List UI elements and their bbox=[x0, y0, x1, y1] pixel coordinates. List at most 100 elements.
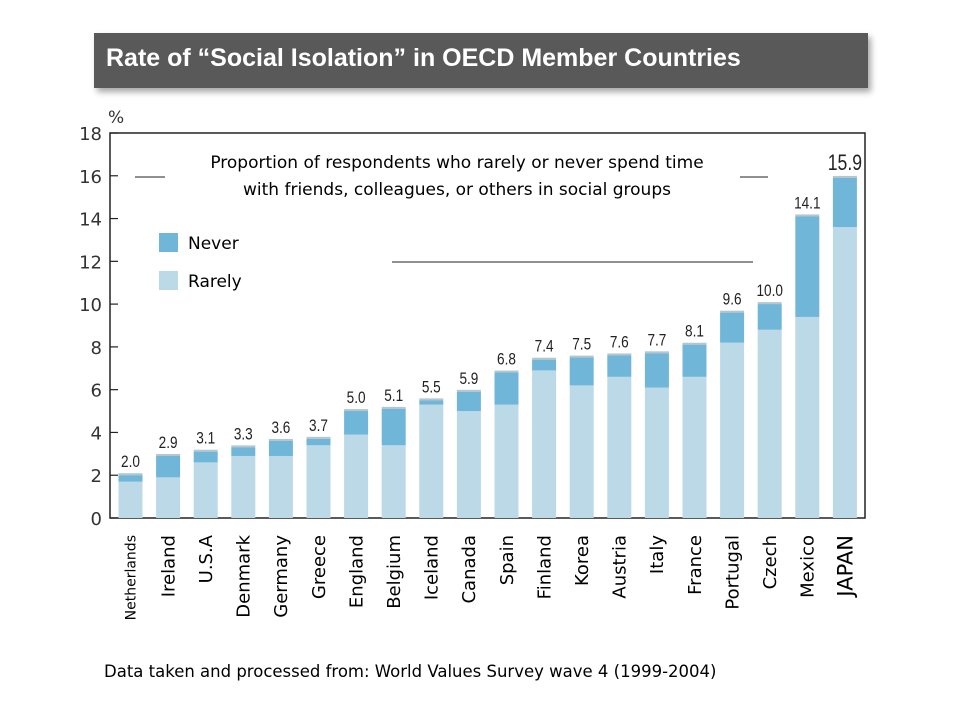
bar-never bbox=[419, 400, 444, 405]
bar-total-label: 3.7 bbox=[309, 417, 328, 436]
bar-total-label: 7.5 bbox=[572, 335, 591, 354]
x-category-label: Mexico bbox=[798, 535, 819, 598]
bar-top-edge bbox=[306, 436, 331, 439]
bar-total-label: 15.9 bbox=[828, 151, 862, 175]
bar-never bbox=[231, 447, 256, 456]
y-tick-label: 10 bbox=[79, 295, 102, 316]
bar-never bbox=[118, 475, 143, 482]
bar-rarely bbox=[456, 411, 481, 518]
bar-top-edge bbox=[456, 389, 481, 392]
x-category-label: U.S.A bbox=[196, 534, 217, 583]
y-tick-label: 0 bbox=[91, 509, 102, 530]
bar-total-label: 3.1 bbox=[196, 429, 215, 448]
bar-never bbox=[456, 391, 481, 412]
y-tick-label: 12 bbox=[79, 252, 102, 273]
bar-top-edge bbox=[231, 445, 256, 448]
bar-never bbox=[344, 411, 369, 435]
bar-total-label: 5.9 bbox=[459, 369, 478, 388]
bar-rarely bbox=[682, 376, 707, 518]
x-category-label: Greece bbox=[309, 535, 330, 599]
y-tick-label: 4 bbox=[91, 423, 102, 444]
bar-top-edge bbox=[381, 406, 406, 409]
legend-swatch bbox=[159, 233, 178, 252]
bar-never bbox=[532, 359, 557, 371]
bar-top-edge bbox=[494, 370, 519, 373]
bar-top-edge bbox=[532, 357, 557, 360]
y-tick-label: 6 bbox=[91, 381, 102, 402]
bar-top-edge bbox=[795, 214, 820, 217]
bar-rarely bbox=[795, 316, 820, 518]
chart-title: Rate of “Social Isolation” in OECD Membe… bbox=[106, 44, 741, 72]
bar-top-edge bbox=[156, 453, 181, 456]
bar-never bbox=[720, 312, 745, 343]
bar-top-edge bbox=[118, 473, 143, 476]
x-category-label: Ireland bbox=[158, 535, 179, 597]
legend-label: Never bbox=[188, 234, 239, 254]
x-category-label: Canada bbox=[459, 535, 480, 604]
bar-never bbox=[644, 353, 669, 388]
bar-rarely bbox=[118, 481, 143, 518]
bar-never bbox=[832, 177, 857, 228]
bar-never bbox=[569, 357, 594, 386]
x-category-label: France bbox=[685, 535, 706, 595]
x-category-label: Germany bbox=[271, 535, 292, 618]
x-category-label: Finland bbox=[534, 535, 555, 599]
bar-total-label: 2.9 bbox=[159, 434, 178, 453]
bar-rarely bbox=[832, 227, 857, 518]
bar-top-edge bbox=[644, 351, 669, 354]
bar-total-label: 10.0 bbox=[756, 282, 782, 301]
bar-total-label: 14.1 bbox=[794, 194, 820, 213]
bar-total-label: 5.1 bbox=[384, 387, 403, 406]
bar-top-edge bbox=[607, 353, 632, 356]
bar-rarely bbox=[193, 462, 218, 518]
bar-top-edge bbox=[268, 439, 293, 441]
bar-total-label: 7.7 bbox=[647, 331, 666, 350]
bar-top-edge bbox=[569, 355, 594, 358]
bar-total-label: 7.4 bbox=[535, 337, 554, 356]
bar-total-label: 2.0 bbox=[121, 453, 140, 472]
y-tick-label: 14 bbox=[79, 210, 102, 231]
x-category-label: Austria bbox=[610, 535, 631, 599]
bar-total-label: 8.1 bbox=[685, 322, 704, 341]
y-tick-label: 18 bbox=[79, 124, 102, 145]
annotation-text: Proportion of respondents who rarely or … bbox=[210, 153, 703, 173]
bar-never bbox=[757, 304, 782, 330]
y-unit-label: % bbox=[108, 108, 124, 128]
bar-total-label: 3.6 bbox=[271, 419, 290, 438]
bar-top-edge bbox=[344, 409, 369, 412]
bar-rarely bbox=[231, 455, 256, 518]
bar-rarely bbox=[419, 404, 444, 518]
bar-top-edge bbox=[832, 175, 857, 178]
bar-rarely bbox=[156, 477, 181, 518]
annotation-text: with friends, colleagues, or others in s… bbox=[243, 180, 671, 200]
bar-total-label: 3.3 bbox=[234, 425, 253, 444]
bar-rarely bbox=[532, 370, 557, 518]
x-category-label: Netherlands bbox=[123, 535, 139, 620]
y-tick-label: 8 bbox=[91, 338, 102, 359]
x-category-label: Spain bbox=[497, 535, 518, 585]
bar-never bbox=[494, 372, 519, 405]
bar-total-label: 9.6 bbox=[723, 290, 742, 309]
x-category-label: Portugal bbox=[722, 535, 743, 610]
bar-top-edge bbox=[720, 310, 745, 313]
x-category-label: Korea bbox=[572, 535, 593, 586]
x-category-label: Iceland bbox=[422, 535, 443, 600]
x-category-label: England bbox=[346, 535, 367, 608]
bar-top-edge bbox=[682, 342, 707, 345]
bar-rarely bbox=[607, 376, 632, 518]
bar-top-edge bbox=[757, 302, 782, 305]
plot-frame bbox=[109, 132, 866, 519]
x-category-label: JAPAN bbox=[833, 535, 857, 599]
bar-never bbox=[682, 344, 707, 377]
bar-never bbox=[193, 451, 218, 463]
x-category-label: Czech bbox=[760, 535, 781, 589]
bar-total-label: 5.0 bbox=[347, 389, 366, 408]
bar-rarely bbox=[720, 342, 745, 518]
y-tick-label: 16 bbox=[79, 167, 102, 188]
bar-total-label: 6.8 bbox=[497, 350, 516, 369]
bar-rarely bbox=[569, 385, 594, 518]
bar-rarely bbox=[381, 445, 406, 518]
bar-total-label: 7.6 bbox=[610, 333, 629, 352]
bar-never bbox=[268, 441, 293, 456]
